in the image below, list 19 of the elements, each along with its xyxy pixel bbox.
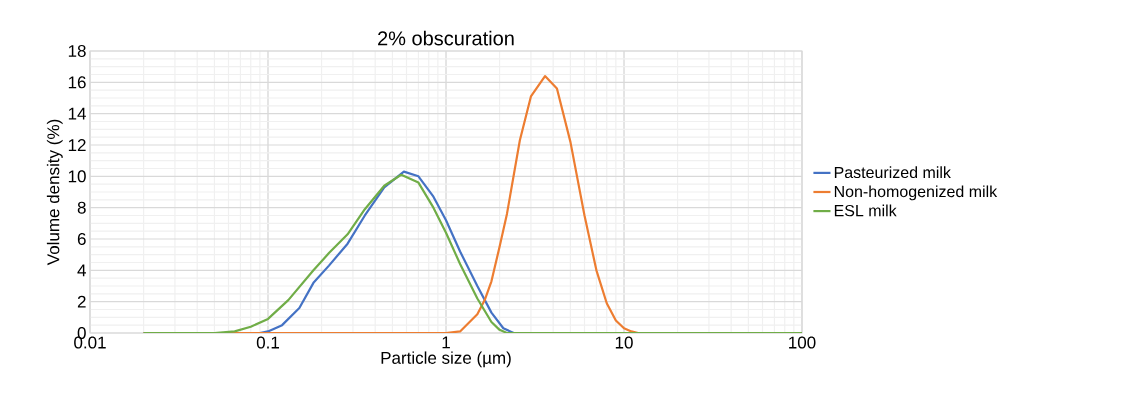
y-axis-title: Volume density (%) bbox=[46, 119, 63, 266]
y-tick-label: 6 bbox=[77, 232, 86, 246]
y-tick-label: 10 bbox=[68, 170, 86, 183]
x-axis-title: Particle size (µm) bbox=[381, 351, 511, 368]
y-tick-label: 16 bbox=[68, 76, 86, 89]
y-tick-label: 8 bbox=[77, 201, 86, 214]
x-tick-label: 100 bbox=[789, 336, 816, 349]
y-tick-label: 2 bbox=[77, 295, 86, 308]
legend-label: ESL milk bbox=[834, 204, 897, 217]
y-tick-label: 18 bbox=[68, 44, 86, 58]
y-tick-label: 4 bbox=[77, 264, 86, 277]
legend-label: Non-homogenized milk bbox=[834, 185, 998, 201]
x-tick-label: 0.1 bbox=[256, 336, 279, 349]
y-tick-label: 12 bbox=[68, 139, 86, 151]
x-tick-label: 10 bbox=[615, 336, 633, 349]
y-tick-label: 14 bbox=[68, 107, 86, 120]
chart-title: 2% obscuration bbox=[378, 30, 514, 46]
legend-label: Pasteurized milk bbox=[834, 166, 951, 179]
x-tick-label: 1 bbox=[442, 336, 450, 349]
